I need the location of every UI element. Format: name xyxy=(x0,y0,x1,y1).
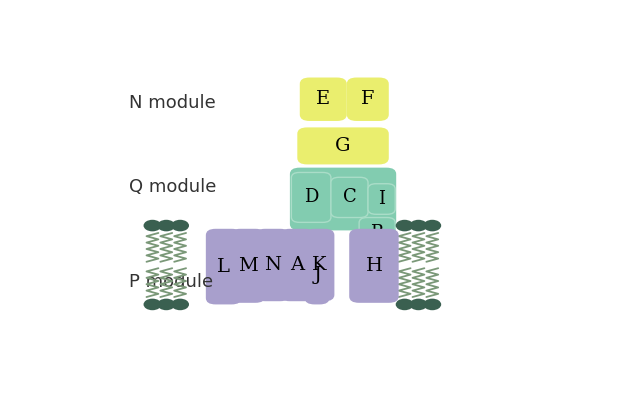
FancyBboxPatch shape xyxy=(292,173,331,222)
Circle shape xyxy=(396,298,413,310)
FancyBboxPatch shape xyxy=(368,184,395,214)
Circle shape xyxy=(424,220,441,232)
Text: G: G xyxy=(336,137,351,155)
Text: N: N xyxy=(264,256,281,274)
Text: C: C xyxy=(343,189,357,206)
FancyBboxPatch shape xyxy=(280,229,315,301)
Text: K: K xyxy=(313,256,327,274)
Text: I: I xyxy=(378,190,385,208)
Text: D: D xyxy=(304,189,318,206)
Text: M: M xyxy=(238,257,258,275)
FancyBboxPatch shape xyxy=(349,229,399,303)
FancyBboxPatch shape xyxy=(347,77,389,121)
Circle shape xyxy=(158,220,175,232)
FancyBboxPatch shape xyxy=(359,217,395,248)
Circle shape xyxy=(144,220,161,232)
FancyBboxPatch shape xyxy=(331,177,368,217)
FancyBboxPatch shape xyxy=(230,229,265,303)
FancyBboxPatch shape xyxy=(297,127,389,164)
Circle shape xyxy=(410,220,427,232)
Circle shape xyxy=(158,298,175,310)
FancyBboxPatch shape xyxy=(300,77,347,121)
FancyBboxPatch shape xyxy=(206,229,241,304)
FancyBboxPatch shape xyxy=(305,229,334,301)
Circle shape xyxy=(424,298,441,310)
Text: B: B xyxy=(371,224,384,242)
Circle shape xyxy=(171,220,189,232)
Text: J: J xyxy=(313,266,321,284)
Text: P module: P module xyxy=(129,273,213,291)
FancyBboxPatch shape xyxy=(290,168,396,230)
Text: F: F xyxy=(361,90,375,108)
Text: E: E xyxy=(316,90,330,108)
Text: A: A xyxy=(290,256,304,274)
Text: N module: N module xyxy=(129,94,216,112)
Text: Q module: Q module xyxy=(129,178,216,196)
Circle shape xyxy=(410,298,427,310)
FancyBboxPatch shape xyxy=(255,229,290,301)
Text: L: L xyxy=(217,257,230,275)
Text: H: H xyxy=(366,257,382,275)
FancyBboxPatch shape xyxy=(305,245,329,304)
Circle shape xyxy=(396,220,413,232)
Circle shape xyxy=(144,298,161,310)
Circle shape xyxy=(171,298,189,310)
